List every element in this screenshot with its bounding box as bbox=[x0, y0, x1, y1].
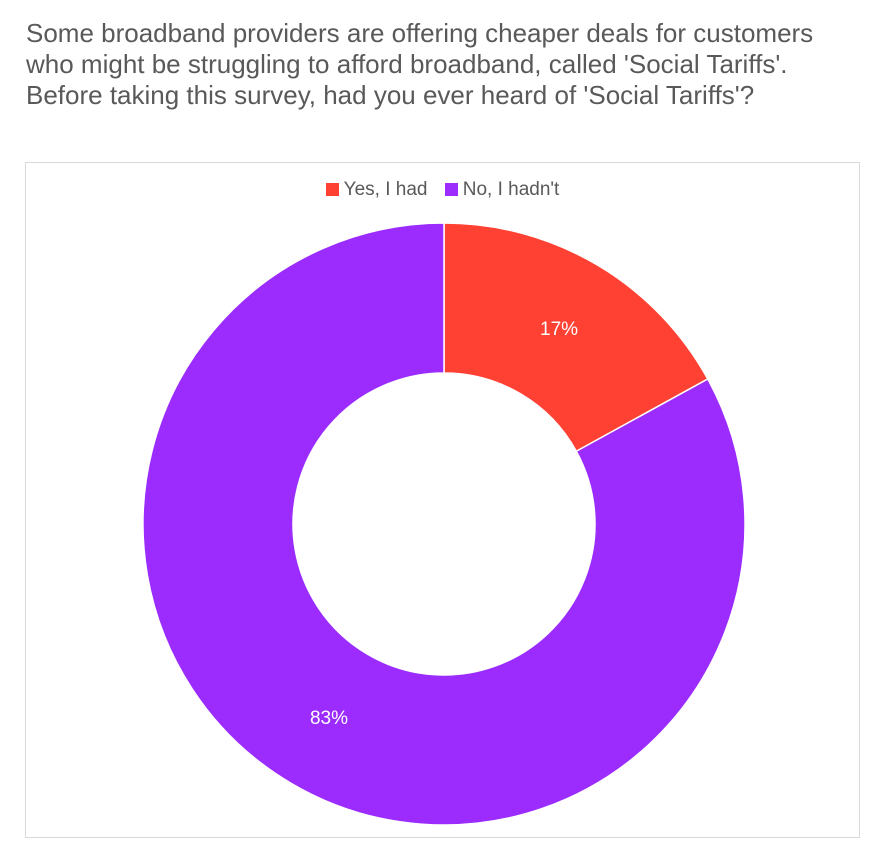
chart-legend: Yes, I had No, I hadn't bbox=[26, 179, 859, 201]
legend-item-yes: Yes, I had bbox=[325, 179, 428, 201]
chart-area: Yes, I had No, I hadn't 17% 83% bbox=[25, 162, 860, 838]
question-line-1: Some broadband providers are offering ch… bbox=[26, 18, 814, 48]
donut-slice-0 bbox=[443, 222, 709, 453]
legend-label-no: No, I hadn't bbox=[462, 179, 560, 200]
data-label-0: 17% bbox=[540, 319, 578, 340]
survey-question: Some broadband providers are offering ch… bbox=[26, 18, 876, 111]
donut-slice-1 bbox=[142, 222, 746, 826]
question-line-3: Before taking this survey, had you ever … bbox=[26, 80, 755, 110]
legend-swatch-yes bbox=[325, 183, 339, 196]
legend-item-no: No, I hadn't bbox=[444, 179, 560, 201]
data-label-1: 83% bbox=[310, 708, 348, 729]
question-line-2: who might be struggling to afford broadb… bbox=[26, 49, 788, 79]
legend-swatch-no bbox=[444, 183, 458, 196]
donut-chart: 17% 83% bbox=[142, 222, 746, 826]
legend-label-yes: Yes, I had bbox=[343, 179, 428, 200]
